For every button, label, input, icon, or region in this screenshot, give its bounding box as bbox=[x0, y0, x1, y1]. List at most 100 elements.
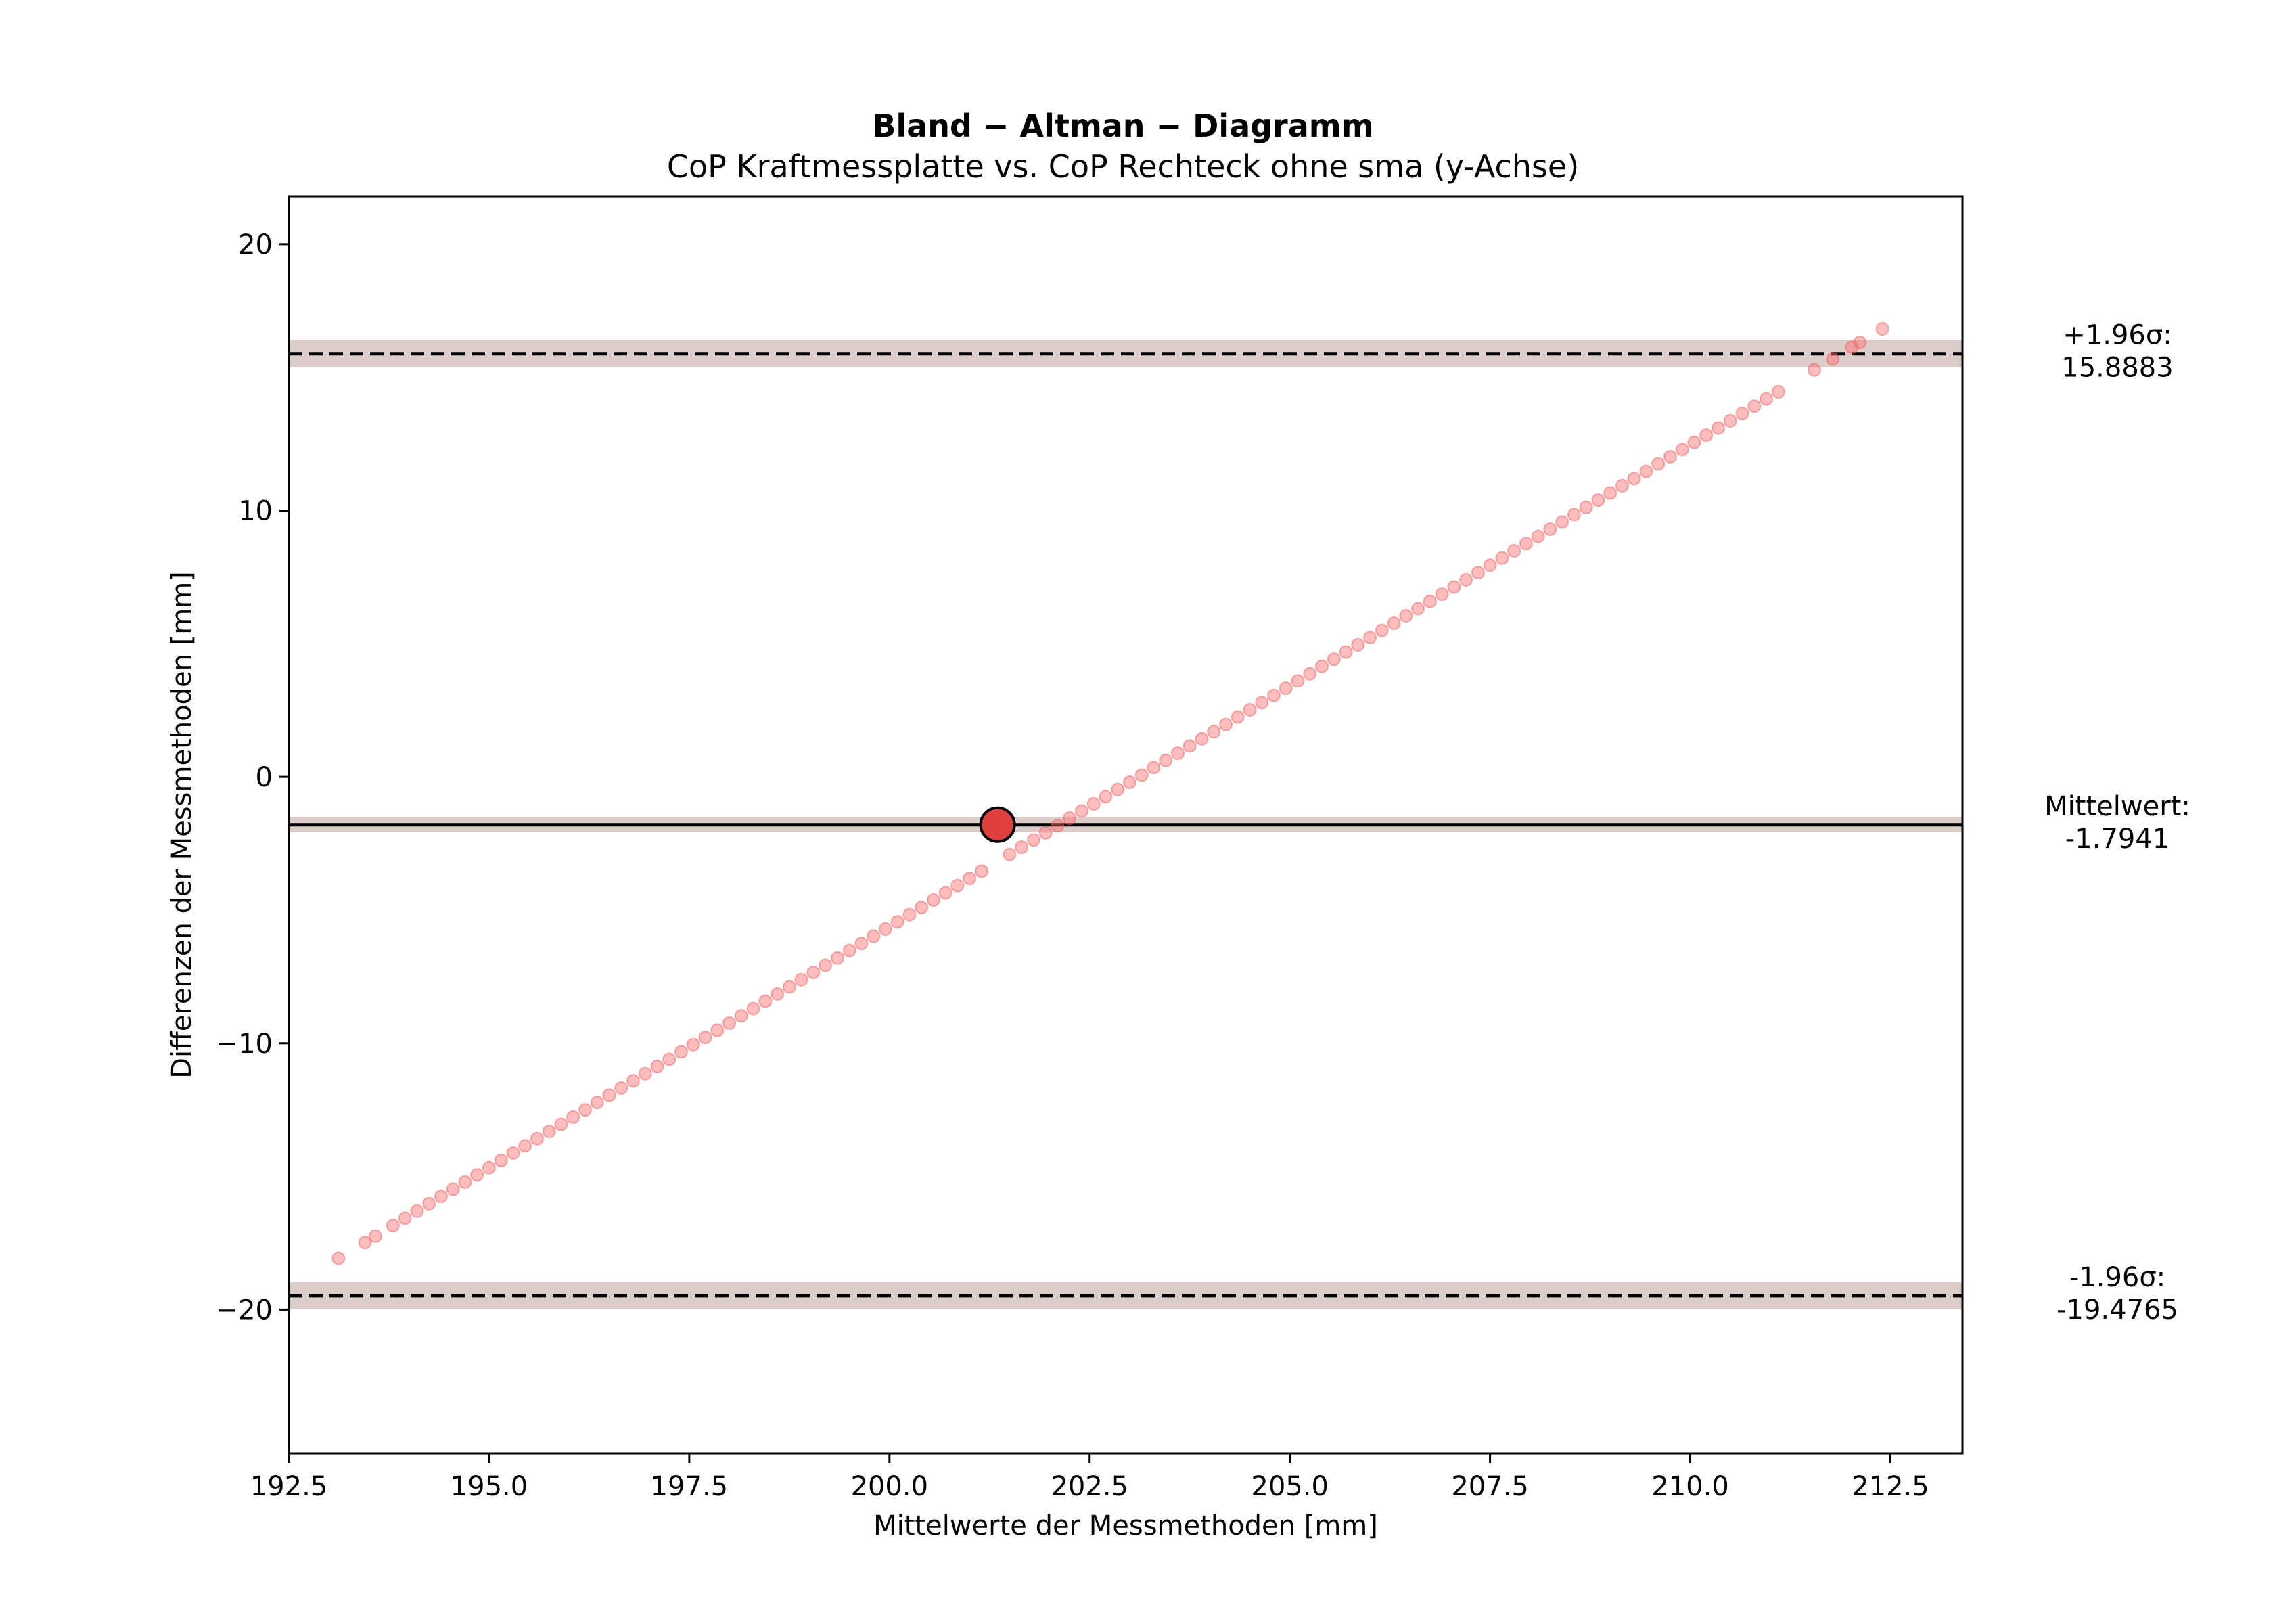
data-point bbox=[1327, 652, 1341, 667]
data-point bbox=[1735, 406, 1749, 420]
data-point bbox=[1159, 753, 1173, 767]
data-point bbox=[1134, 768, 1149, 782]
data-point bbox=[1639, 464, 1653, 478]
data-point bbox=[1759, 392, 1773, 406]
data-point bbox=[1266, 688, 1281, 702]
data-point bbox=[1099, 790, 1113, 804]
mean-point-group bbox=[979, 806, 1016, 843]
data-point bbox=[1771, 384, 1785, 399]
data-point bbox=[482, 1160, 496, 1175]
y-tick-label: 10 bbox=[238, 496, 273, 527]
data-point bbox=[1411, 602, 1425, 616]
data-point bbox=[1435, 587, 1449, 602]
data-point bbox=[1183, 739, 1197, 753]
data-point bbox=[1423, 594, 1437, 608]
data-point bbox=[331, 1251, 346, 1265]
data-point bbox=[902, 907, 917, 922]
data-point bbox=[1170, 746, 1185, 761]
data-point bbox=[1675, 443, 1689, 457]
data-point bbox=[698, 1031, 712, 1045]
data-point bbox=[1845, 340, 1859, 355]
data-point bbox=[1483, 558, 1497, 572]
data-point bbox=[1579, 500, 1593, 514]
data-point bbox=[782, 980, 796, 994]
data-point bbox=[1687, 435, 1701, 449]
data-point bbox=[1086, 796, 1101, 811]
data-point bbox=[915, 901, 929, 915]
data-point bbox=[758, 994, 773, 1008]
label-mean-title: Mittelwert: bbox=[2044, 791, 2190, 822]
data-point bbox=[878, 922, 892, 936]
data-point bbox=[458, 1175, 472, 1189]
data-point bbox=[1339, 645, 1353, 659]
data-point bbox=[1063, 811, 1077, 826]
label-lower-title: -1.96σ: bbox=[2069, 1262, 2165, 1293]
data-point bbox=[1555, 515, 1569, 529]
data-point bbox=[1363, 631, 1377, 645]
data-point bbox=[1243, 702, 1257, 717]
data-point bbox=[542, 1125, 556, 1139]
chart-title: Bland − Altman − Diagramm bbox=[872, 108, 1373, 144]
x-tick-label: 195.0 bbox=[451, 1471, 528, 1502]
data-point bbox=[1591, 493, 1605, 508]
data-point bbox=[614, 1081, 628, 1095]
data-point bbox=[1303, 667, 1317, 681]
data-point bbox=[410, 1204, 424, 1218]
data-point bbox=[1519, 537, 1533, 551]
data-point bbox=[602, 1088, 616, 1102]
data-point bbox=[890, 915, 904, 929]
data-point bbox=[650, 1060, 664, 1074]
data-point bbox=[1651, 457, 1666, 471]
data-point bbox=[446, 1182, 460, 1196]
x-tick-label: 200.0 bbox=[851, 1471, 929, 1502]
data-point bbox=[1387, 616, 1401, 631]
data-point bbox=[1808, 363, 1822, 377]
data-point bbox=[950, 878, 965, 893]
data-point bbox=[1207, 725, 1221, 739]
data-point bbox=[506, 1146, 520, 1160]
x-tick-label: 197.5 bbox=[651, 1471, 729, 1502]
data-point bbox=[1826, 352, 1840, 366]
data-point bbox=[638, 1066, 652, 1081]
data-point bbox=[386, 1219, 400, 1233]
x-tick-label: 212.5 bbox=[1852, 1471, 1929, 1502]
x-tick-label: 202.5 bbox=[1051, 1471, 1128, 1502]
data-point bbox=[746, 1001, 760, 1016]
y-tick-label: −10 bbox=[216, 1029, 273, 1060]
data-point bbox=[1459, 572, 1473, 587]
y-tick-label: 0 bbox=[256, 762, 273, 793]
data-point bbox=[1255, 696, 1269, 710]
data-point bbox=[1351, 637, 1365, 652]
data-point bbox=[734, 1009, 748, 1023]
scatter-points bbox=[331, 322, 1889, 1265]
data-point bbox=[368, 1229, 382, 1243]
data-point bbox=[1122, 775, 1136, 790]
data-point bbox=[1015, 840, 1029, 855]
data-point bbox=[1291, 674, 1305, 688]
data-point bbox=[1315, 659, 1329, 673]
data-point bbox=[398, 1211, 412, 1225]
y-tick-label: 20 bbox=[238, 229, 273, 261]
data-point bbox=[1447, 580, 1461, 594]
data-point bbox=[794, 972, 808, 987]
data-point bbox=[566, 1110, 580, 1124]
data-point bbox=[854, 937, 869, 951]
data-point bbox=[1026, 833, 1040, 847]
data-point bbox=[938, 886, 952, 900]
data-point bbox=[1195, 731, 1209, 746]
data-point bbox=[1663, 449, 1677, 464]
data-point bbox=[1567, 508, 1581, 522]
data-point bbox=[1111, 782, 1125, 796]
label-mean-value: -1.7941 bbox=[2065, 824, 2169, 855]
y-axis-label: Differenzen der Messmethoden [mm] bbox=[166, 571, 198, 1079]
data-point bbox=[1853, 336, 1867, 350]
data-point bbox=[1711, 421, 1725, 435]
x-tick-label: 192.5 bbox=[250, 1471, 328, 1502]
data-point bbox=[1507, 543, 1521, 558]
data-point bbox=[662, 1052, 676, 1066]
label-upper-value: 15.8883 bbox=[2061, 353, 2173, 384]
x-tick-label: 207.5 bbox=[1451, 1471, 1529, 1502]
data-point bbox=[1147, 761, 1161, 775]
data-point bbox=[422, 1196, 436, 1211]
